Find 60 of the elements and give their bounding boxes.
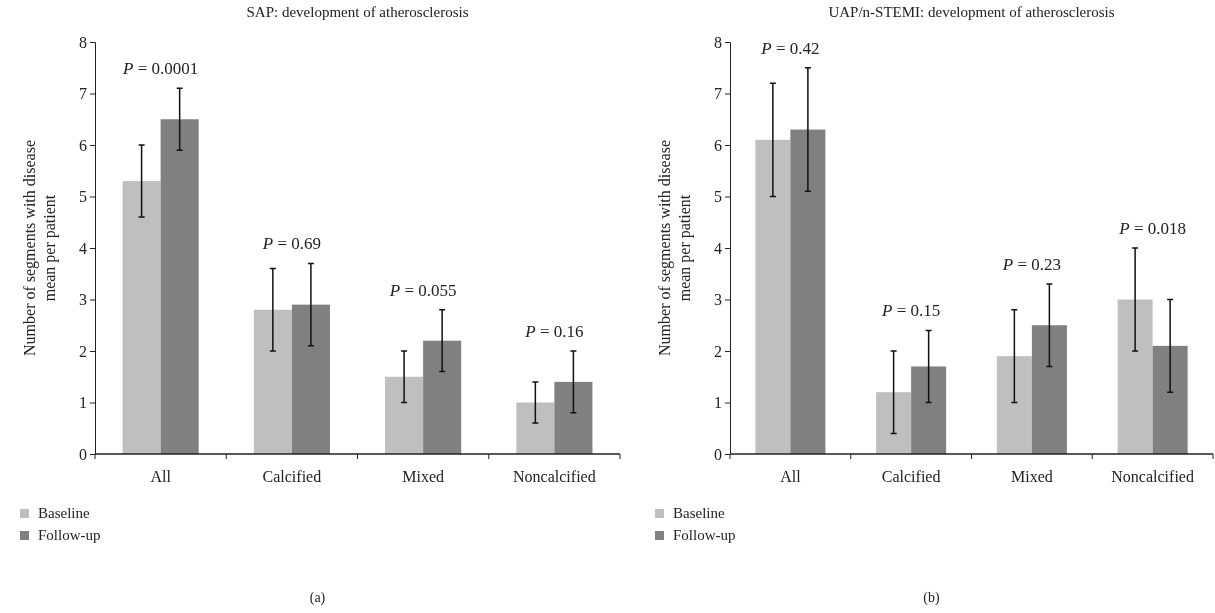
text: (a): [309, 590, 326, 606]
legend-label: Baseline: [673, 505, 725, 521]
bar: [996, 356, 1032, 454]
y-tick-label: 0: [714, 445, 722, 463]
bar: [385, 376, 424, 454]
y-tick-label: 2: [714, 342, 722, 360]
bar: [516, 402, 555, 454]
y-axis-title: Number of segments with disease mean per patient: [21, 140, 59, 356]
y-axis-title: Number of segments with disease mean per patient: [656, 140, 694, 356]
annotation: P = 0.055: [388, 280, 457, 300]
x-tick-label: Calcified: [262, 468, 322, 485]
y-tick-label: 8: [79, 33, 87, 51]
x-tick-label: All: [150, 468, 172, 485]
annotation: P = 0.16: [524, 322, 584, 341]
x-tick-label: All: [780, 468, 802, 485]
legend-label: Follow-up: [673, 527, 736, 543]
bar: [160, 119, 199, 454]
x-tick-label: Noncalcified: [1111, 468, 1194, 485]
x-tick-label: Calcified: [881, 468, 941, 485]
y-tick-label: 7: [79, 85, 87, 103]
legend-label: Follow-up: [38, 527, 101, 543]
y-tick-label: 3: [714, 291, 722, 309]
y-tick-label: 6: [714, 136, 722, 154]
annotation: P = 0.018: [1118, 219, 1186, 238]
annotation: P = 0.15: [881, 301, 941, 321]
y-tick-label: 8: [714, 33, 722, 51]
bar: [876, 392, 912, 454]
y-tick-label: 4: [79, 239, 87, 257]
y-tick-label: 0: [79, 445, 87, 463]
y-tick-label: 6: [79, 136, 87, 154]
y-tick-label: 7: [714, 85, 722, 103]
y-tick-label: 1: [79, 394, 87, 412]
bar: [122, 181, 161, 454]
x-tick-label: Noncalcified: [513, 468, 596, 485]
y-tick-label: 1: [714, 394, 722, 412]
annotation: P = 0.23: [1001, 255, 1061, 275]
y-tick-label: 2: [79, 342, 87, 360]
legend-label: Baseline: [38, 505, 90, 521]
x-tick-label: Mixed: [402, 468, 445, 485]
bar: [1152, 345, 1188, 454]
bar: [1031, 325, 1067, 454]
y-tick-label: 3: [79, 291, 87, 309]
annotation: P = 0.0001: [122, 59, 199, 79]
bar: [911, 366, 947, 454]
bar: [423, 340, 462, 454]
y-tick-label: 5: [714, 188, 722, 206]
chart-title: UAP/n-STEMI: development of atherosclerosis: [828, 4, 1115, 20]
bar: [755, 139, 791, 454]
bar: [291, 304, 330, 454]
text: (b): [923, 590, 940, 606]
annotation: P = 0.42: [760, 38, 820, 58]
chart-title: SAP: development of atherosclerosis: [246, 4, 469, 20]
y-tick-label: 4: [714, 239, 722, 257]
bar: [790, 129, 826, 454]
bar: [253, 309, 292, 454]
y-tick-label: 5: [79, 188, 87, 206]
x-tick-label: Mixed: [1010, 468, 1053, 485]
bar: [554, 381, 593, 454]
annotation: P = 0.69: [261, 234, 321, 254]
bar: [1117, 299, 1153, 454]
